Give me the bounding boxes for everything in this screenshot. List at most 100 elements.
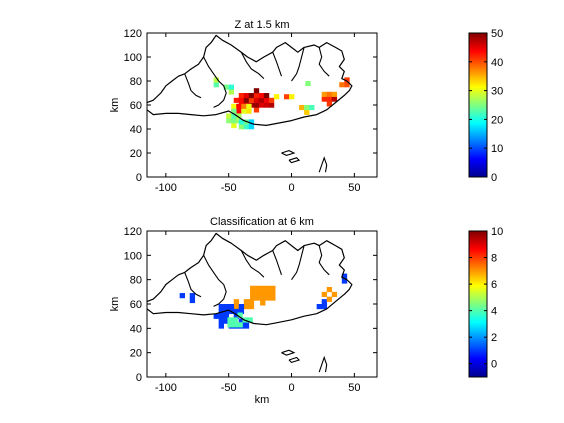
data-cell: [289, 94, 295, 100]
y-tick-label: 40: [130, 323, 142, 335]
y-tick-label: 80: [130, 275, 142, 287]
data-cell: [326, 96, 333, 102]
colorbar-tick-label: 6: [491, 279, 497, 291]
classification-cells: [179, 273, 348, 329]
data-cell: [248, 119, 255, 125]
data-cell: [326, 91, 333, 97]
y-tick-label: 20: [130, 148, 142, 160]
data-cell: [260, 295, 266, 301]
data-cell: [263, 102, 270, 108]
data-cell: [316, 304, 322, 310]
data-cell: [248, 299, 255, 305]
data-cell: [321, 304, 328, 310]
data-cell: [218, 308, 224, 315]
data-cell: [304, 105, 310, 111]
x-tick-label: -50: [221, 182, 237, 194]
data-cell: [246, 108, 252, 114]
data-cell: [260, 300, 266, 306]
island-outline: [318, 355, 328, 373]
data-cell: [233, 313, 240, 319]
axes: -100 -50 0 50 0 20 40 60 80 100 120: [124, 226, 377, 394]
data-cell: [253, 93, 260, 99]
y-tick-label: 100: [124, 52, 142, 64]
data-cell: [258, 97, 265, 103]
y-tick-label: 120: [124, 28, 142, 40]
data-cell: [283, 94, 290, 100]
data-cell: [213, 77, 219, 83]
data-cell: [331, 91, 338, 97]
data-cell: [232, 322, 238, 328]
data-cell: [270, 285, 276, 291]
data-cell: [228, 304, 235, 310]
data-cell: [299, 105, 305, 111]
data-cell: [341, 278, 348, 284]
x-tick-label: 0: [288, 182, 294, 194]
data-cell: [243, 97, 250, 103]
data-cell: [248, 97, 255, 103]
coastline: [146, 34, 353, 173]
data-cell: [273, 94, 280, 100]
coastline-inlet: [240, 250, 265, 278]
data-cell: [231, 113, 237, 119]
data-cell: [231, 123, 237, 129]
data-cell: [238, 119, 245, 125]
colorbar-tick-label: 10: [491, 226, 503, 238]
data-cell: [232, 317, 238, 323]
data-cell: [258, 93, 265, 99]
coastline-inlet: [272, 250, 283, 275]
data-cell: [218, 313, 224, 319]
y-tick-label: 120: [124, 226, 142, 238]
data-cell: [341, 273, 348, 279]
data-cell: [321, 91, 328, 97]
data-cell: [255, 290, 261, 296]
y-tick-label: 60: [130, 299, 142, 311]
data-cell: [265, 285, 271, 291]
data-cell: [321, 299, 328, 305]
data-cell: [223, 84, 229, 90]
colorbar: [468, 230, 488, 378]
data-cell: [233, 308, 240, 315]
y-tick-label: 100: [124, 250, 142, 262]
data-cell: [250, 290, 256, 296]
coastline-inlet: [184, 73, 202, 99]
island-outline: [288, 157, 301, 164]
y-tick-label: 20: [130, 348, 142, 360]
data-cell: [228, 89, 235, 95]
data-cell: [189, 297, 196, 304]
axes: -100 -50 0 50 0 20 40 60 80 100 120: [124, 28, 377, 194]
panel-title: Z at 1.5 km: [234, 19, 289, 31]
data-cell: [344, 77, 350, 83]
data-cell: [331, 96, 338, 102]
data-cell: [270, 295, 276, 301]
data-cell: [233, 97, 240, 103]
x-tick-label: -100: [155, 382, 177, 394]
data-cell: [326, 296, 333, 302]
island-outline: [288, 356, 301, 364]
data-cell: [231, 103, 237, 109]
x-tick-label: -50: [221, 382, 237, 394]
data-cell: [253, 88, 260, 94]
data-cell: [331, 291, 338, 297]
data-cell: [248, 304, 255, 310]
colorbar-tick-label: 2: [491, 332, 497, 344]
data-cell: [241, 103, 247, 109]
x-tick-label: 50: [348, 382, 360, 394]
y-tick-label: 40: [130, 124, 142, 136]
data-cell: [321, 291, 328, 297]
data-cell: [238, 97, 245, 103]
data-cell: [226, 113, 232, 119]
colorbar-tick-label: 40: [491, 57, 503, 69]
data-cell: [263, 97, 270, 103]
data-cell: [263, 93, 270, 99]
data-cell: [260, 290, 266, 296]
data-cell: [326, 286, 333, 293]
colorbar-tick-label: 8: [491, 253, 497, 265]
data-cell: [223, 304, 229, 310]
x-tick-label: 50: [348, 182, 360, 194]
classification-panel: Classification at 6 km -100 -50 0 500204060…: [109, 216, 503, 406]
colorbar-tick-label: 10: [491, 143, 503, 155]
data-cell: [243, 323, 250, 329]
data-cell: [241, 108, 247, 114]
data-cell: [243, 124, 250, 130]
